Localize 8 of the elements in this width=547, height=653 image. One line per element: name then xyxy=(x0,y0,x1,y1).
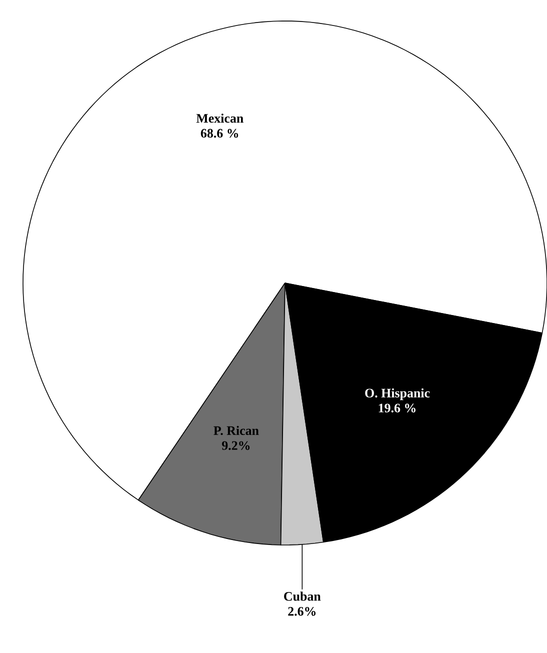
slice-label: Cuban xyxy=(284,592,321,601)
data-label: 2.6% xyxy=(288,606,316,616)
slice-label: O. Hispanic xyxy=(365,388,430,400)
data-label: 19.6 % xyxy=(378,404,416,412)
slice-label: Mexican xyxy=(196,114,244,123)
slice-label: P. Rican xyxy=(214,426,259,436)
data-label: 9.2% xyxy=(222,441,250,450)
data-label: 68.6 % xyxy=(200,128,238,138)
